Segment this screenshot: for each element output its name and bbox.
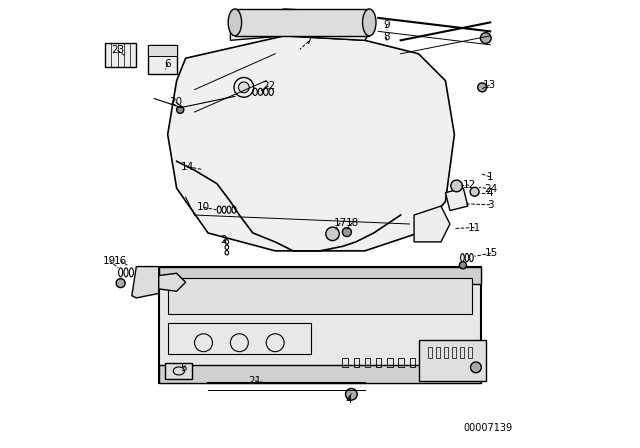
Text: 4: 4: [487, 188, 493, 198]
Bar: [468, 347, 472, 358]
Text: 18: 18: [346, 218, 359, 228]
Polygon shape: [132, 267, 159, 298]
Text: 14: 14: [181, 162, 195, 172]
Bar: [342, 358, 348, 367]
Bar: [432, 358, 437, 367]
Bar: [398, 358, 404, 367]
Text: 24: 24: [484, 184, 498, 194]
Polygon shape: [230, 9, 374, 40]
Text: 5: 5: [180, 363, 187, 373]
Circle shape: [470, 187, 479, 196]
Bar: [168, 323, 311, 354]
Text: 7: 7: [305, 36, 312, 46]
Text: 6: 6: [164, 59, 171, 69]
Bar: [105, 43, 136, 67]
Text: 17: 17: [333, 218, 347, 228]
Bar: [460, 347, 464, 358]
Circle shape: [326, 227, 339, 241]
Text: 9: 9: [383, 20, 390, 30]
Text: 11: 11: [468, 223, 481, 233]
Text: 4: 4: [346, 395, 353, 405]
Bar: [428, 347, 432, 358]
Circle shape: [239, 82, 249, 93]
Circle shape: [116, 279, 125, 288]
Circle shape: [451, 180, 463, 192]
Bar: [452, 347, 456, 358]
Bar: [148, 45, 177, 56]
Bar: [159, 267, 481, 383]
Bar: [443, 358, 449, 367]
Text: 15: 15: [484, 248, 498, 258]
Circle shape: [481, 33, 491, 43]
Bar: [444, 347, 448, 358]
Circle shape: [460, 262, 467, 269]
Bar: [387, 358, 392, 367]
Bar: [365, 358, 370, 367]
Bar: [419, 340, 486, 381]
Bar: [159, 365, 481, 383]
Polygon shape: [159, 273, 186, 291]
Text: 23: 23: [111, 45, 124, 55]
Ellipse shape: [228, 9, 242, 36]
Circle shape: [470, 362, 481, 373]
Polygon shape: [445, 188, 468, 211]
Circle shape: [342, 228, 351, 237]
Text: 16: 16: [114, 256, 127, 266]
Text: 20: 20: [169, 97, 182, 107]
Text: 19: 19: [103, 256, 116, 266]
Text: 21: 21: [248, 376, 262, 386]
Bar: [376, 358, 381, 367]
Bar: [168, 278, 472, 314]
Text: 8: 8: [383, 32, 390, 42]
Bar: [165, 363, 192, 379]
Ellipse shape: [362, 9, 376, 36]
Bar: [235, 9, 369, 36]
Text: 10: 10: [197, 202, 210, 212]
Text: 13: 13: [483, 80, 496, 90]
Text: 00007139: 00007139: [463, 423, 513, 433]
Bar: [159, 267, 481, 284]
Text: 3: 3: [487, 200, 493, 210]
Text: 1: 1: [487, 172, 493, 182]
Text: 12: 12: [463, 180, 476, 190]
Text: 22: 22: [262, 81, 275, 91]
Circle shape: [177, 106, 184, 113]
Circle shape: [346, 388, 357, 400]
Polygon shape: [168, 36, 454, 251]
Bar: [410, 358, 415, 367]
Text: 2: 2: [220, 235, 227, 245]
Bar: [148, 45, 177, 74]
Polygon shape: [414, 206, 450, 242]
Circle shape: [477, 83, 486, 92]
Bar: [421, 358, 426, 367]
Bar: [436, 347, 440, 358]
Bar: [354, 358, 359, 367]
